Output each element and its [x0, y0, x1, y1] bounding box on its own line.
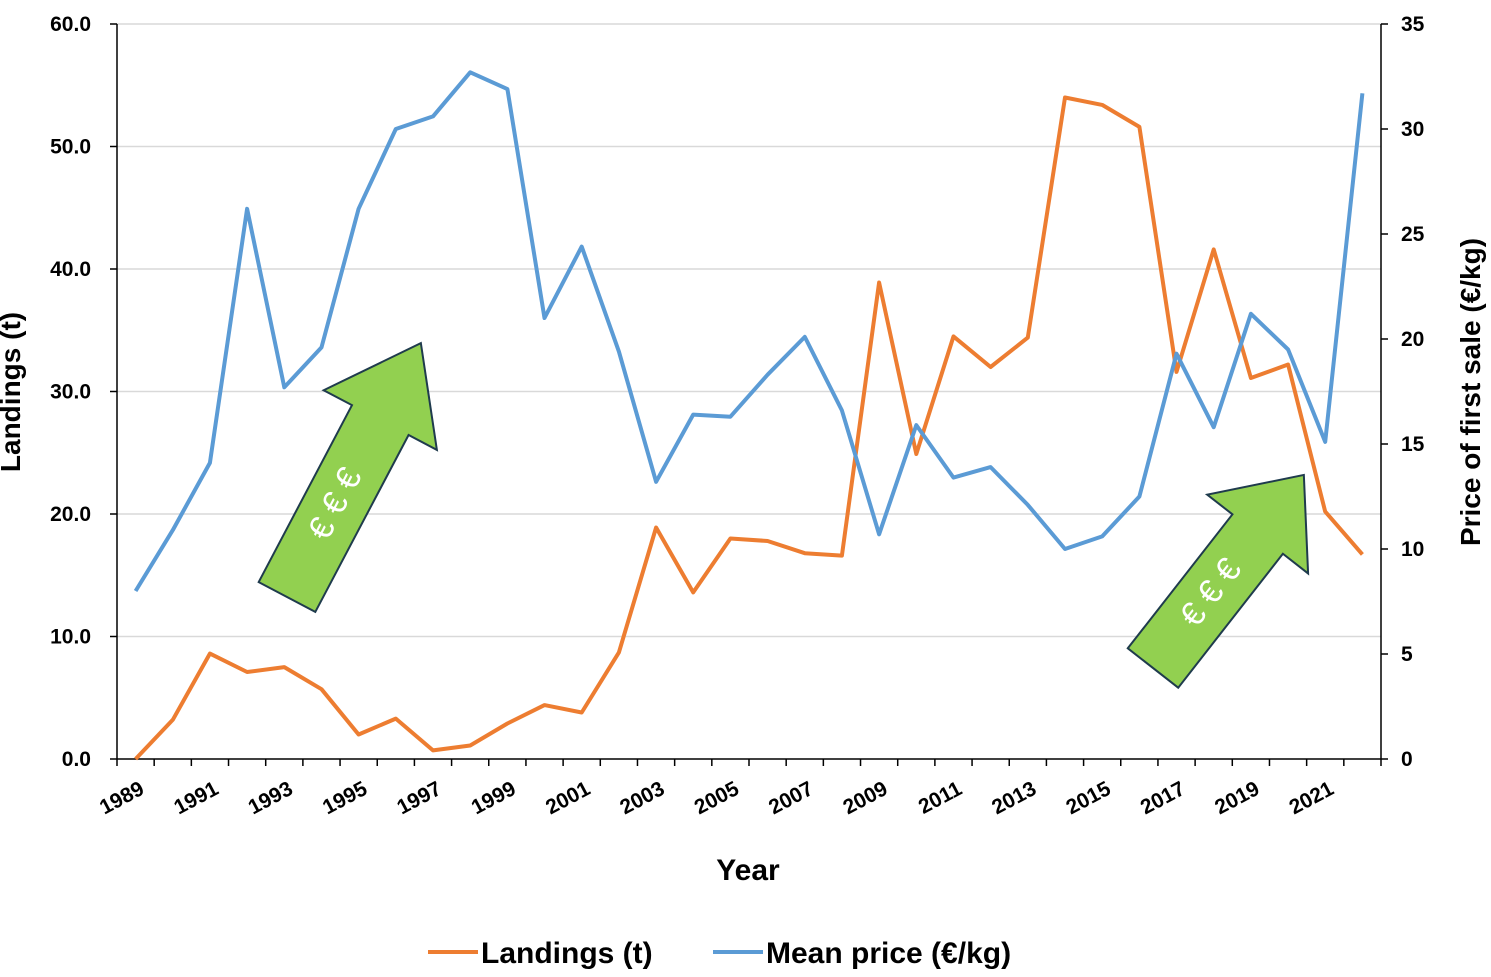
x-tick-label: 2003: [616, 777, 668, 819]
x-tick-label: 2009: [839, 777, 891, 819]
line: [133, 70, 1365, 593]
x-tick-label: 2019: [1211, 777, 1263, 819]
x-tick-label: 2021: [1286, 777, 1338, 819]
x-tick-label: 1989: [96, 777, 148, 819]
x-tick-label: 2007: [765, 777, 817, 819]
y-axis-title: Landings (t): [0, 312, 26, 472]
y-tick-label: 40.0: [50, 258, 91, 281]
x-tick-label: 1997: [393, 777, 445, 819]
x-tick-label: 2011: [915, 777, 966, 819]
line: [134, 95, 1364, 761]
y2-axis-title: Price of first sale (€/kg): [1455, 238, 1486, 546]
y-tick-label: 60.0: [50, 13, 91, 36]
x-tick-label: 2017: [1137, 777, 1189, 819]
y-tick-label: 30.0: [50, 381, 91, 404]
y2-tick-label: 5: [1401, 643, 1413, 666]
x-tick-label: 1999: [468, 777, 520, 819]
x-tick-label: 2013: [988, 777, 1040, 819]
arrow: € € €: [257, 341, 439, 614]
x-tick-label: 2001: [542, 777, 594, 819]
x-tick-label: 1991: [170, 777, 222, 819]
x-axis-title: Year: [716, 854, 780, 887]
x-tick-label: 2015: [1062, 777, 1114, 819]
y2-tick-label: 30: [1401, 118, 1424, 141]
x-tick-label: 1995: [319, 777, 371, 819]
legend-label: Landings (t): [481, 937, 653, 970]
y2-tick-label: 25: [1401, 223, 1425, 246]
y2-tick-label: 15: [1401, 433, 1425, 456]
y2-tick-label: 20: [1401, 328, 1424, 351]
y2-tick-label: 0: [1401, 748, 1413, 771]
y-tick-label: 0.0: [62, 748, 91, 771]
x-tick-label: 1993: [245, 777, 297, 819]
legend-label: Mean price (€/kg): [766, 937, 1011, 970]
y-tick-label: 50.0: [50, 136, 91, 159]
y2-tick-label: 10: [1401, 538, 1424, 561]
x-tick-label: 2005: [691, 777, 743, 819]
y-tick-label: 10.0: [50, 626, 91, 649]
y-tick-label: 20.0: [50, 503, 91, 526]
y2-tick-label: 35: [1401, 13, 1425, 36]
